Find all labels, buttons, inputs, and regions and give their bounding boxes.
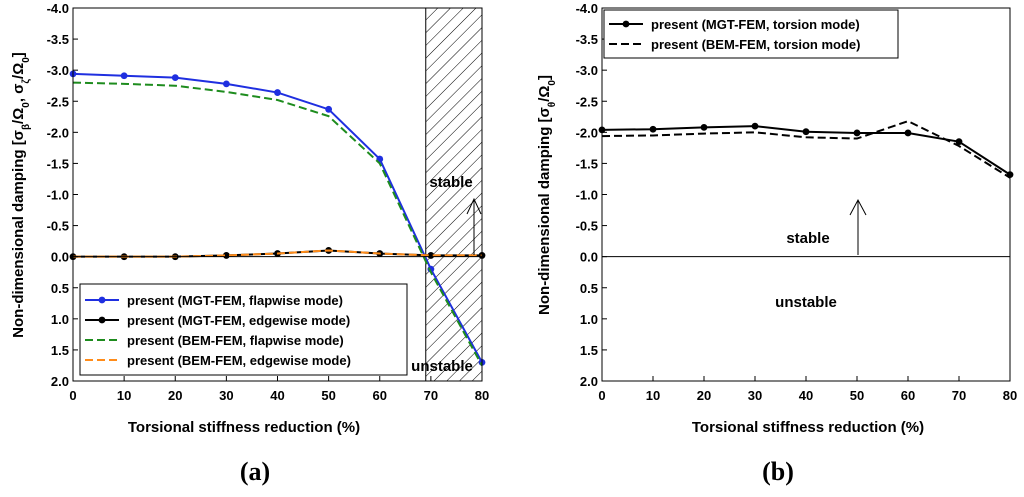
- x-tick-label: 40: [799, 388, 813, 403]
- legend-label: present (BEM-FEM, edgewise mode): [127, 353, 351, 368]
- y-tick-label: -3.5: [576, 32, 598, 47]
- arrow-head-a: [466, 197, 482, 215]
- y-tick-label: 1.0: [580, 312, 598, 327]
- stable-label-a: stable: [429, 174, 472, 191]
- panel-label-a: (a): [240, 457, 270, 486]
- legend-label: present (BEM-FEM, flapwise mode): [127, 333, 344, 348]
- unstable-hatched-region: [425, 7, 483, 382]
- series-line-4: [73, 249, 482, 258]
- y-tick-label: -3.5: [47, 32, 69, 47]
- x-ticks-b: 0 10 20 30 40 50 60 70 80: [598, 376, 1017, 403]
- y-axis-label-b: Non-dimensional damping [σθ/Ω0]: [536, 75, 558, 315]
- x-tick-label: 30: [219, 388, 233, 403]
- y-tick-label: -1.0: [47, 188, 69, 203]
- legend-b: present (MGT-FEM, torsion mode) present (…: [603, 9, 899, 59]
- y-tick-label: 1.0: [51, 312, 69, 327]
- y-tick-label: -0.5: [576, 219, 598, 234]
- legend-a: present (MGT-FEM, flapwise mode) present …: [79, 283, 408, 376]
- arrow-head-b: [849, 198, 867, 216]
- y-tick-label: 0.0: [580, 250, 598, 265]
- y-tick-label: 2.0: [51, 374, 69, 389]
- y-tick-label: -2.0: [576, 125, 598, 140]
- series-line-3: [72, 81, 483, 366]
- data-point: [853, 129, 861, 137]
- data-point: [274, 89, 281, 96]
- plot-frame-b: [601, 7, 1011, 382]
- x-tick-label: 50: [850, 388, 864, 403]
- unstable-label-a: unstable: [411, 358, 473, 375]
- x-tick-label: 20: [697, 388, 711, 403]
- legend-box-b: [603, 9, 899, 59]
- series-line-2: [601, 120, 1011, 179]
- x-tick-label: 80: [1003, 388, 1017, 403]
- y-tick-label: -4.0: [576, 1, 598, 16]
- chart-b: 0 10 20 30 40 50 60 70 80 -4.0 -3.5 -3.0 -2.5 -2.0 -1…: [536, 1, 1017, 486]
- stable-label-b: stable: [786, 230, 829, 247]
- y-tick-label: 0.5: [51, 281, 69, 296]
- legend-marker: [98, 316, 106, 324]
- x-tick-label: 30: [748, 388, 762, 403]
- y-tick-label: -3.0: [576, 63, 598, 78]
- x-axis-label-b: Torsional stiffness reduction (%): [692, 419, 924, 436]
- data-point: [171, 74, 179, 82]
- legend-box-a: [79, 283, 408, 376]
- legend-marker: [622, 20, 630, 28]
- x-tick-label: 10: [646, 388, 660, 403]
- panel-label-b: (b): [762, 457, 794, 486]
- legend-label: present (MGT-FEM, flapwise mode): [127, 293, 343, 308]
- legend-label: present (MGT-FEM, edgewise mode): [127, 313, 350, 328]
- y-tick-label: -1.0: [576, 188, 598, 203]
- x-tick-label: 80: [475, 388, 489, 403]
- y-tick-label: -2.0: [47, 125, 69, 140]
- y-tick-label: 2.0: [580, 374, 598, 389]
- legend-label: present (MGT-FEM, torsion mode): [651, 17, 860, 32]
- x-tick-label: 10: [117, 388, 131, 403]
- y-tick-label: 0.5: [580, 281, 598, 296]
- y-tick-label: -2.5: [47, 94, 69, 109]
- data-point: [751, 122, 759, 130]
- data-point: [700, 123, 708, 131]
- data-point: [325, 105, 333, 113]
- y-tick-label: 1.5: [51, 343, 69, 358]
- y-tick-label: 1.5: [580, 343, 598, 358]
- y-tick-label: -3.0: [47, 63, 69, 78]
- data-point: [802, 128, 810, 136]
- legend-label: present (BEM-FEM, torsion mode): [651, 37, 860, 52]
- data-point: [955, 138, 963, 146]
- y-ticks-a: -4.0 -3.5 -3.0 -2.5 -2.0 -1.5 -1.0 -0.5 0.0 0.5 1.…: [47, 1, 78, 389]
- legend-marker: [98, 296, 106, 304]
- unstable-label-b: unstable: [775, 294, 837, 311]
- chart-a: 0 10 20 30 40 50 60 70 80 -4.0 -3.5 -3.0 -2.5 -2.0 -1…: [10, 1, 489, 486]
- x-tick-label: 60: [373, 388, 387, 403]
- y-tick-label: -0.5: [47, 219, 69, 234]
- x-tick-label: 70: [952, 388, 966, 403]
- x-tick-label: 20: [168, 388, 182, 403]
- y-tick-label: 0.0: [51, 250, 69, 265]
- x-ticks-a: 0 10 20 30 40 50 60 70 80: [69, 376, 489, 403]
- x-tick-label: 0: [598, 388, 605, 403]
- x-axis-label-a: Torsional stiffness reduction (%): [128, 419, 360, 436]
- x-tick-label: 0: [69, 388, 76, 403]
- x-tick-label: 40: [270, 388, 284, 403]
- data-point: [904, 129, 912, 137]
- data-point: [222, 80, 230, 88]
- y-tick-label: -1.5: [47, 156, 69, 171]
- data-point: [120, 72, 128, 80]
- y-ticks-b: -4.0 -3.5 -3.0 -2.5 -2.0 -1.5 -1.0 -0.5 0.0 0.5 1.…: [576, 1, 607, 389]
- y-tick-label: -2.5: [576, 94, 598, 109]
- y-axis-label-a: Non-dimensional damping [σβ/Ω0, σζ/Ω0]: [10, 52, 32, 338]
- plot-area-b: [598, 120, 1014, 179]
- data-point: [649, 125, 657, 133]
- x-tick-label: 60: [901, 388, 915, 403]
- x-tick-label: 50: [321, 388, 335, 403]
- x-tick-label: 70: [424, 388, 438, 403]
- y-tick-label: -4.0: [47, 1, 69, 16]
- y-tick-label: -1.5: [576, 156, 598, 171]
